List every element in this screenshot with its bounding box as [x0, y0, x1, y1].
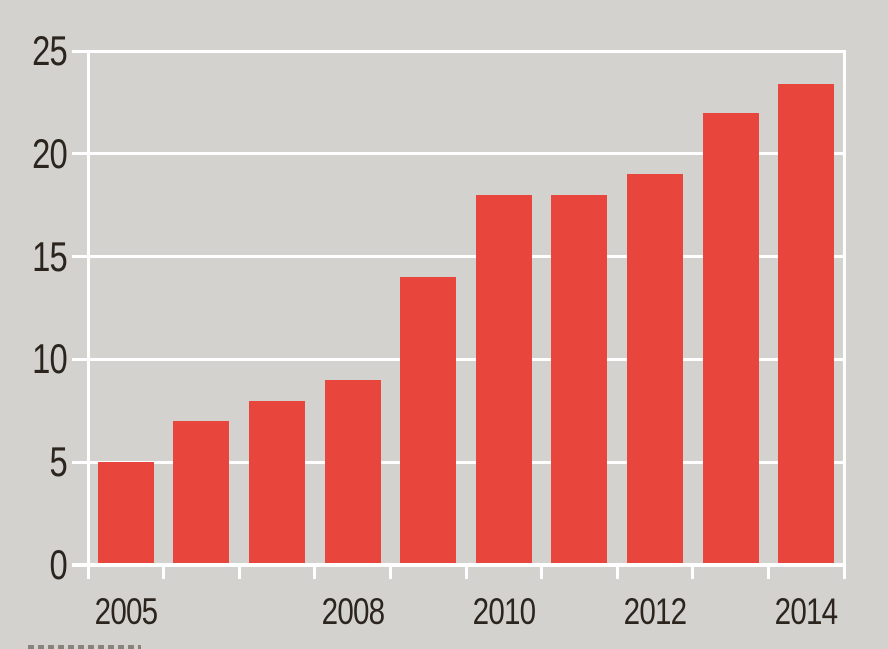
cropped-text-fragment [28, 645, 141, 649]
x-axis-tick [464, 565, 468, 579]
bar-2014 [778, 83, 835, 565]
bar-2007 [249, 400, 305, 565]
x-axis-tick-label: 2014 [774, 591, 838, 632]
x-axis-tick [540, 565, 544, 579]
plot-left-border [87, 50, 90, 567]
y-axis-tick-label: 15 [32, 232, 68, 280]
y-axis-tick-label: 20 [32, 129, 68, 177]
x-axis-tick [388, 565, 392, 579]
x-axis-tick [766, 565, 770, 579]
x-axis-tick [615, 565, 619, 579]
x-axis-tick-label: 2012 [623, 591, 687, 632]
plot-right-border [843, 50, 846, 567]
x-axis-tick-label: 2008 [321, 591, 384, 632]
y-gridline-5 [72, 460, 845, 464]
y-gridline-25 [72, 49, 845, 53]
x-axis-tick [842, 565, 846, 579]
bar-2012 [627, 174, 683, 565]
bar-2010 [475, 194, 532, 565]
bar-2011 [551, 194, 608, 565]
y-axis-tick-label: 25 [32, 27, 68, 74]
x-axis-tick [86, 565, 90, 579]
x-axis-line [72, 563, 845, 567]
y-axis-tick-label: 10 [32, 335, 68, 383]
y-axis-tick-label: 5 [49, 438, 68, 486]
y-gridline-20 [72, 152, 845, 156]
bar-2013 [702, 112, 759, 565]
x-axis-tick [162, 565, 166, 579]
bar-2006 [173, 421, 230, 565]
y-gridline-15 [72, 255, 845, 259]
x-axis-tick-label: 2010 [472, 591, 536, 632]
bar-2005 [97, 462, 154, 565]
y-axis-tick-label: 0 [49, 541, 68, 588]
y-gridline-10 [72, 357, 845, 361]
bar-2008 [324, 379, 381, 565]
x-axis-tick-label: 2005 [94, 591, 158, 632]
x-axis-tick [237, 565, 241, 579]
bar-2009 [400, 277, 457, 565]
x-axis-tick [691, 565, 695, 579]
x-axis-tick [313, 565, 317, 579]
